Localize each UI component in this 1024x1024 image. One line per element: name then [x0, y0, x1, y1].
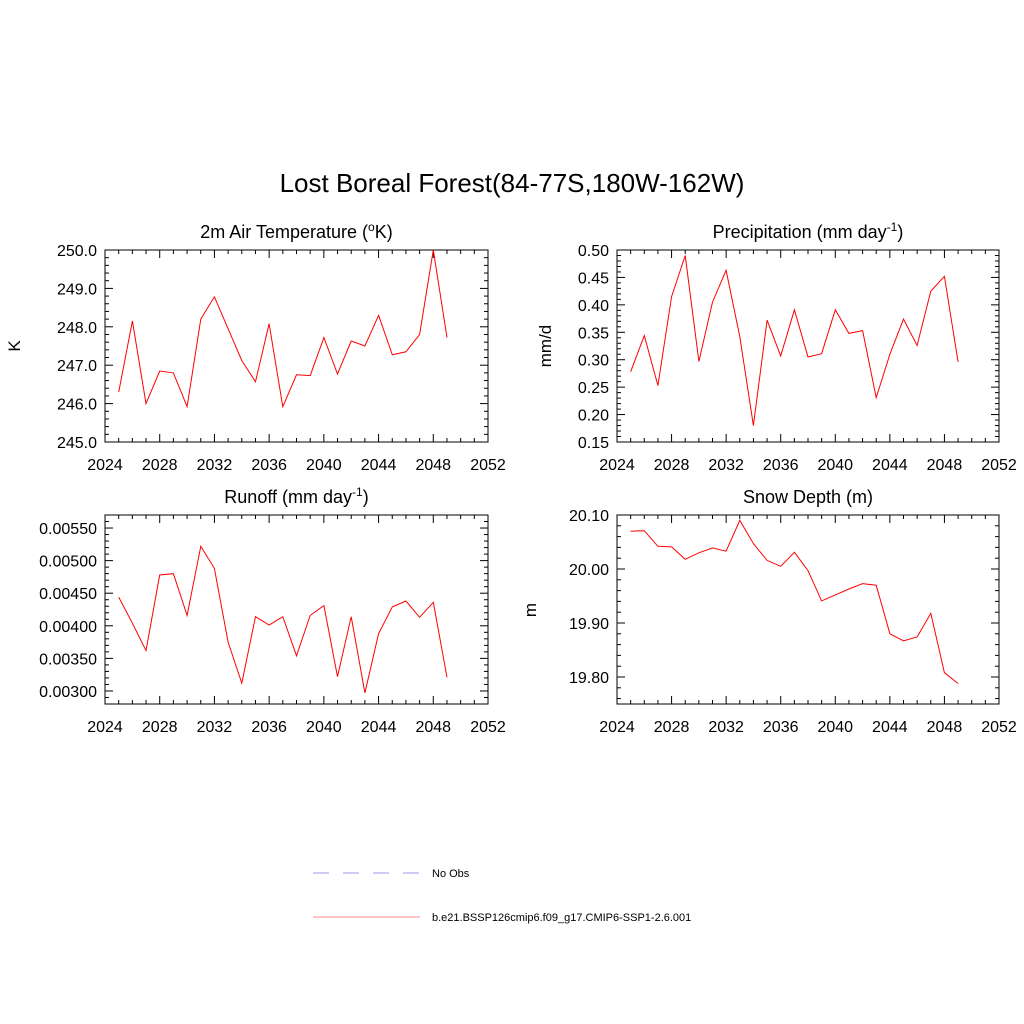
- y-tick-label: 19.90: [569, 616, 609, 633]
- y-tick-label: 246.0: [57, 397, 97, 414]
- y-tick-label: 0.00300: [39, 684, 97, 701]
- x-tick-label: 2032: [708, 457, 744, 474]
- x-tick-label: 2024: [599, 719, 635, 736]
- y-tick-label: 19.80: [569, 670, 609, 687]
- plot-frame: [104, 249, 489, 443]
- x-tick-label: 2052: [981, 457, 1017, 474]
- x-tick-label: 2028: [142, 719, 178, 736]
- x-tick-label: 2052: [981, 719, 1017, 736]
- y-tick-label: 0.45: [578, 270, 609, 287]
- y-tick-label: 0.15: [578, 435, 609, 452]
- y-tick-label: 0.00400: [39, 619, 97, 636]
- y-axis-label: mm/d: [536, 325, 555, 368]
- x-tick-label: 2036: [763, 457, 799, 474]
- x-tick-label: 2052: [470, 457, 506, 474]
- y-tick-label: 250.0: [57, 243, 97, 260]
- x-tick-label: 2032: [708, 719, 744, 736]
- x-tick-label: 2028: [654, 719, 690, 736]
- panel-title: 2m Air Temperature (oK): [200, 220, 392, 242]
- x-tick-label: 2024: [87, 719, 123, 736]
- x-tick-label: 2024: [599, 457, 635, 474]
- y-tick-label: 0.20: [578, 408, 609, 425]
- y-tick-label: 20.00: [569, 562, 609, 579]
- x-tick-label: 2040: [817, 719, 853, 736]
- y-tick-label: 249.0: [57, 281, 97, 298]
- chart-panel-2: Precipitation (mm day-1) 2024 2028 2032 2036…: [536, 220, 1017, 474]
- x-tick-label: 2028: [142, 457, 178, 474]
- x-tick-label: 2048: [927, 457, 963, 474]
- y-tick-label: 0.00550: [39, 521, 97, 538]
- y-axis-label: m: [521, 603, 540, 617]
- chart-panel-1: 2m Air Temperature (oK) 2024 2028 2032 2036 2…: [5, 220, 506, 474]
- x-tick-label: 2028: [654, 457, 690, 474]
- x-tick-label: 2044: [872, 457, 908, 474]
- x-tick-label: 2036: [251, 719, 287, 736]
- x-tick-label: 2036: [251, 457, 287, 474]
- series-line: [630, 519, 959, 684]
- x-tick-label: 2048: [927, 719, 963, 736]
- x-tick-label: 2048: [415, 719, 451, 736]
- x-tick-label: 2040: [306, 719, 342, 736]
- x-tick-label: 2032: [197, 719, 233, 736]
- y-tick-label: 0.00450: [39, 586, 97, 603]
- page-title: Lost Boreal Forest(84-77S,180W-162W): [279, 168, 745, 198]
- y-tick-label: 248.0: [57, 320, 97, 337]
- y-tick-label: 0.40: [578, 298, 609, 315]
- chart-panel-4: Snow Depth (m) 2024 2028 2032 2036 2040 2044 20…: [521, 487, 1017, 736]
- y-tick-label: 247.0: [57, 358, 97, 375]
- x-tick-label: 2044: [361, 719, 397, 736]
- series-line: [118, 544, 448, 694]
- y-tick-label: 0.50: [578, 243, 609, 260]
- panel-title: Runoff (mm day-1): [224, 485, 368, 507]
- y-axis-label: K: [5, 340, 24, 352]
- y-tick-label: 0.00500: [39, 554, 97, 571]
- y-tick-label: 0.35: [578, 325, 609, 342]
- plot-frame: [104, 514, 489, 705]
- y-tick-label: 0.25: [578, 380, 609, 397]
- plot-frame: [616, 514, 1000, 705]
- chart-panel-3: Runoff (mm day-1) 2024 2028 2032 2036 2040 204…: [39, 485, 506, 736]
- x-tick-label: 2040: [817, 457, 853, 474]
- series-line: [118, 249, 448, 409]
- x-tick-label: 2032: [197, 457, 233, 474]
- panel-title: Precipitation (mm day-1): [713, 220, 904, 242]
- y-tick-label: 20.10: [569, 508, 609, 525]
- series-line: [630, 255, 959, 426]
- x-tick-label: 2044: [361, 457, 397, 474]
- x-tick-label: 2036: [763, 719, 799, 736]
- x-tick-label: 2052: [470, 719, 506, 736]
- legend-label-obs: No Obs: [432, 868, 470, 880]
- x-tick-label: 2044: [872, 719, 908, 736]
- legend-label-model: b.e21.BSSP126cmip6.f09_g17.CMIP6-SSP1-2.…: [432, 912, 691, 924]
- x-tick-label: 2040: [306, 457, 342, 474]
- x-tick-label: 2024: [87, 457, 123, 474]
- panel-title: Snow Depth (m): [743, 487, 873, 507]
- y-tick-label: 245.0: [57, 435, 97, 452]
- y-tick-label: 0.30: [578, 353, 609, 370]
- y-tick-label: 0.00350: [39, 651, 97, 668]
- x-tick-label: 2048: [415, 457, 451, 474]
- legend: No Obs b.e21.BSSP126cmip6.f09_g17.CMIP6-S…: [313, 868, 691, 924]
